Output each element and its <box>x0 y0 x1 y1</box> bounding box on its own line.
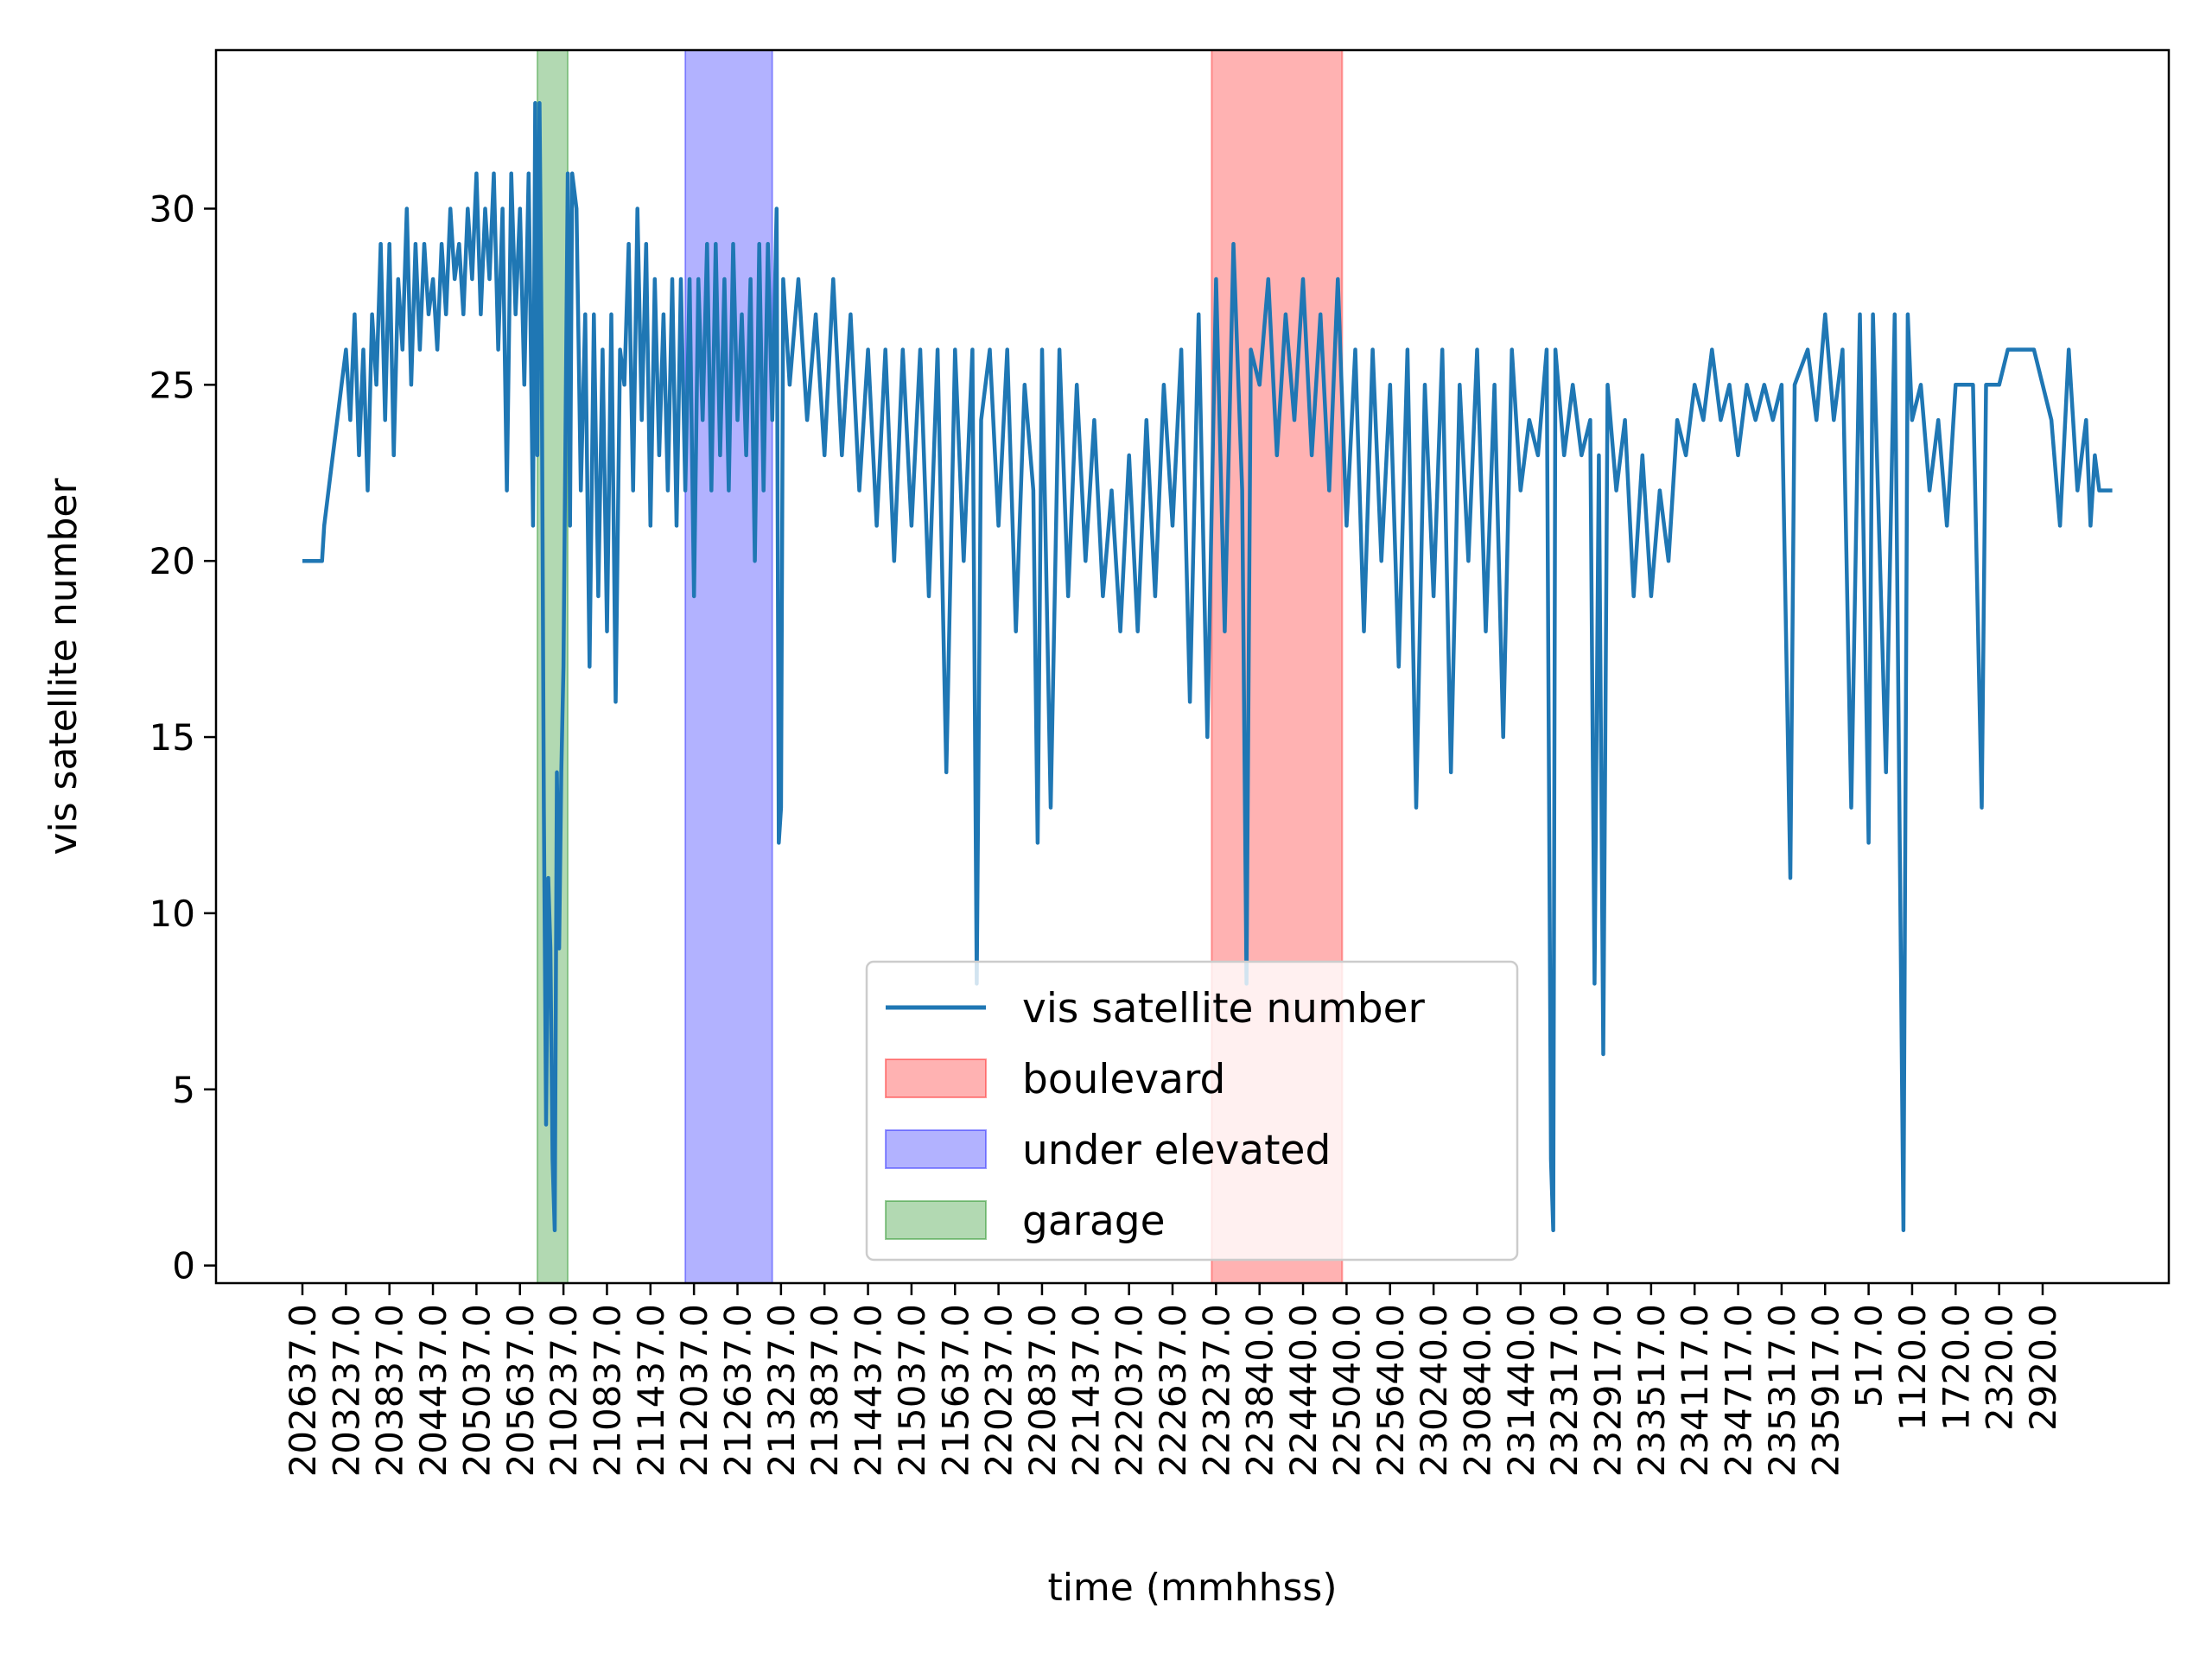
y-tick-label: 25 <box>149 364 195 406</box>
x-tick-label: 234117.0 <box>1674 1304 1716 1477</box>
x-axis-label: time (mmhhss) <box>1047 1566 1337 1610</box>
x-tick-label: 232917.0 <box>1587 1304 1630 1477</box>
x-tick-label: 2320.0 <box>1979 1304 2021 1431</box>
x-tick-label: 211437.0 <box>630 1304 672 1477</box>
y-tick-label: 0 <box>172 1245 195 1287</box>
region-under-elevated <box>684 49 773 1284</box>
y-tick-label: 20 <box>149 540 195 582</box>
x-tick-label: 213237.0 <box>760 1304 803 1477</box>
legend: vis satellite number boulevard under eleva… <box>865 960 1519 1262</box>
x-tick-label: 517.0 <box>1848 1304 1891 1408</box>
legend-swatch-boulevard <box>885 1058 987 1098</box>
x-tick-label: 235317.0 <box>1761 1304 1803 1477</box>
x-tick-label: 234717.0 <box>1718 1304 1760 1477</box>
x-tick-label: 220237.0 <box>978 1304 1020 1477</box>
x-tick-label: 231440.0 <box>1500 1304 1542 1477</box>
x-tick-label: 210237.0 <box>543 1304 585 1477</box>
x-tick-label: 230840.0 <box>1456 1304 1498 1477</box>
x-tick-label: 220837.0 <box>1021 1304 1064 1477</box>
y-axis: 0 5 10 15 20 25 30 <box>149 188 216 1287</box>
x-tick-label: 203837.0 <box>369 1304 411 1477</box>
legend-label: vis satellite number <box>1022 985 1426 1033</box>
y-tick-label: 10 <box>149 893 195 935</box>
legend-box <box>865 960 1519 1262</box>
x-tick-label: 205637.0 <box>499 1304 542 1477</box>
plot-frame <box>214 48 2171 1285</box>
x-tick-label: 223840.0 <box>1239 1304 1281 1477</box>
x-tick-label: 215037.0 <box>891 1304 933 1477</box>
y-tick-label: 5 <box>172 1069 195 1111</box>
x-tick-label: 203237.0 <box>325 1304 367 1477</box>
x-tick-label: 205037.0 <box>455 1304 498 1477</box>
legend-label: under elevated <box>1022 1127 1331 1174</box>
x-tick-label: 215637.0 <box>934 1304 976 1477</box>
x-tick-label: 1720.0 <box>1935 1304 1977 1431</box>
x-tick-label: 235917.0 <box>1804 1304 1847 1477</box>
x-tick-label: 214437.0 <box>848 1304 890 1477</box>
x-tick-label: 222637.0 <box>1152 1304 1194 1477</box>
x-tick-label: 222037.0 <box>1109 1304 1151 1477</box>
legend-label: boulevard <box>1022 1056 1225 1103</box>
y-tick-label: 15 <box>149 716 195 759</box>
series-layer <box>302 100 2113 1233</box>
legend-label: garage <box>1022 1198 1166 1245</box>
series-line-vis-satellite-number <box>302 100 2113 1233</box>
legend-swatch-garage <box>885 1200 987 1240</box>
x-tick-label: 230240.0 <box>1413 1304 1455 1477</box>
x-tick-label: 224440.0 <box>1282 1304 1325 1477</box>
x-tick-label: 2920.0 <box>2022 1304 2064 1431</box>
x-tick-label: 202637.0 <box>282 1304 324 1477</box>
x-tick-label: 210837.0 <box>586 1304 628 1477</box>
x-tick-label: 212637.0 <box>717 1304 760 1477</box>
x-tick-label: 233517.0 <box>1630 1304 1673 1477</box>
x-axis: 202637.0 203237.0 203837.0 204437.0 205037.0… <box>282 1283 2064 1477</box>
x-tick-label: 212037.0 <box>673 1304 715 1477</box>
x-tick-label: 213837.0 <box>804 1304 846 1477</box>
y-axis-label: vis satellite number <box>41 478 86 855</box>
x-tick-label: 225640.0 <box>1370 1304 1412 1477</box>
y-tick-label: 30 <box>149 188 195 230</box>
x-tick-label: 1120.0 <box>1891 1304 1934 1431</box>
x-tick-label: 232317.0 <box>1543 1304 1586 1477</box>
x-tick-label: 204437.0 <box>412 1304 454 1477</box>
legend-swatch-under-elevated <box>885 1129 987 1169</box>
x-tick-label: 223237.0 <box>1195 1304 1237 1477</box>
x-tick-label: 225040.0 <box>1325 1304 1368 1477</box>
x-tick-label: 221437.0 <box>1065 1304 1107 1477</box>
